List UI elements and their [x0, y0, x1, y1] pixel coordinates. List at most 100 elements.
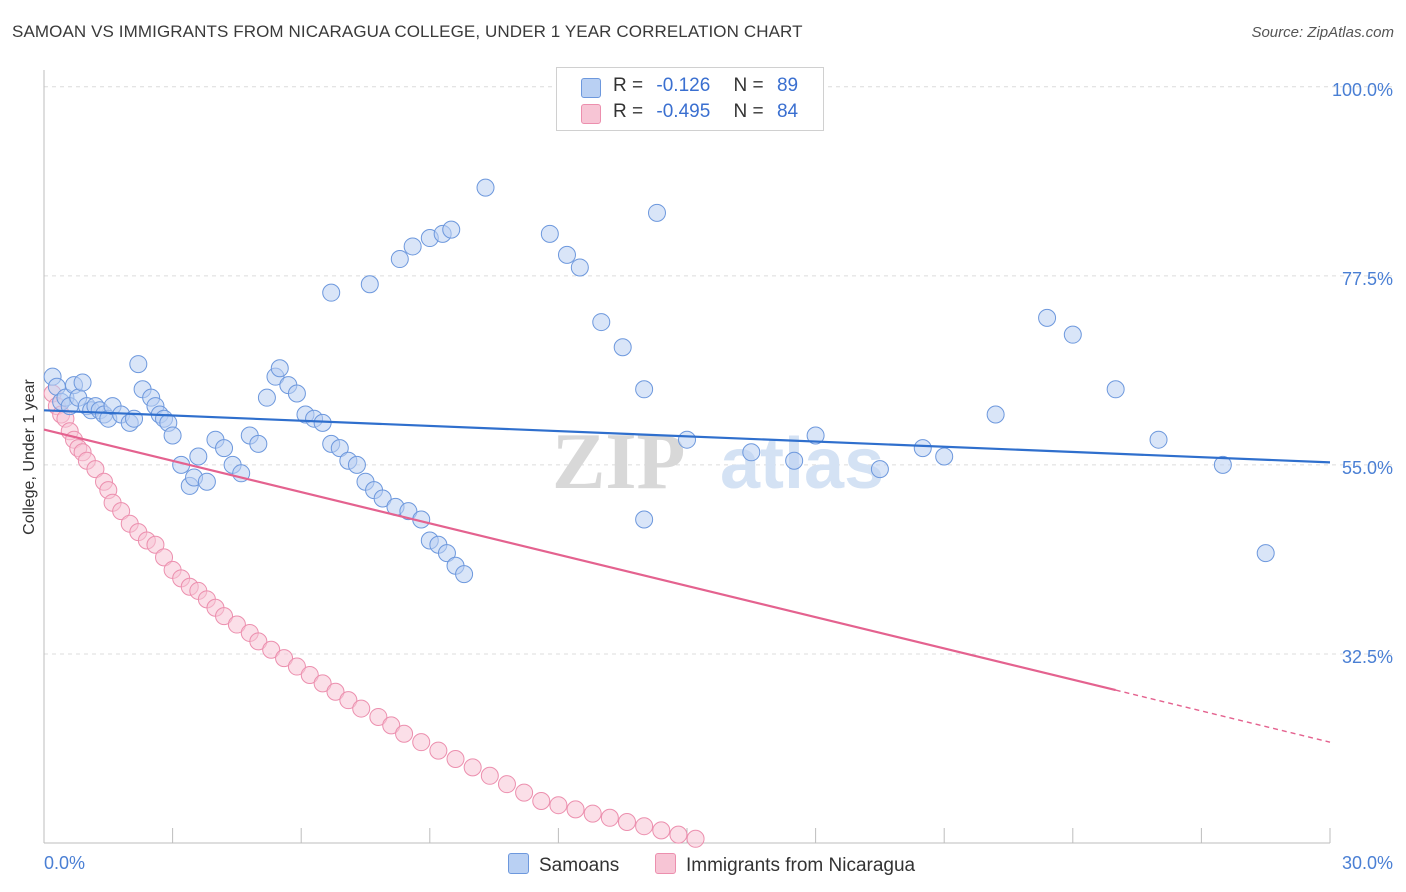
bottom-legend-samoans: Samoans: [508, 853, 619, 877]
bottom-legend-nicaragua: Immigrants from Nicaragua: [655, 853, 915, 877]
samoans-point: [1038, 308, 1057, 327]
samoans-point: [163, 426, 182, 445]
nicaragua-point: [515, 783, 534, 802]
nicaragua-point: [86, 460, 105, 479]
samoans-point: [870, 460, 889, 479]
y-tick-label: 77.5%: [1342, 269, 1393, 289]
nicaragua-point: [446, 749, 465, 768]
nicaragua-point: [566, 800, 585, 819]
nicaragua-point: [686, 829, 705, 848]
samoans-point: [742, 443, 761, 462]
nicaragua-point: [463, 758, 482, 777]
nicaragua-point: [382, 716, 401, 735]
samoans-point: [257, 388, 276, 407]
samoans-point: [913, 439, 932, 458]
samoans-point: [1256, 544, 1275, 563]
samoans-point: [678, 430, 696, 449]
nicaragua-legend-icon: [655, 853, 676, 874]
samoans-point: [476, 178, 495, 197]
samoans-point: [647, 203, 666, 222]
nicaragua-point: [339, 691, 358, 710]
samoans-point: [399, 502, 418, 521]
samoans-point: [373, 489, 392, 508]
samoans-point: [73, 373, 92, 392]
samoans-point: [442, 220, 461, 239]
samoans-point: [437, 544, 456, 563]
nicaragua-point: [249, 632, 268, 651]
samoans-point: [986, 405, 1005, 424]
nicaragua-point: [275, 649, 294, 668]
x-tick-label: 0.0%: [44, 853, 85, 873]
nicaragua-point: [412, 733, 431, 752]
samoans-legend-icon: [508, 853, 529, 874]
y-tick-label: 32.5%: [1342, 647, 1393, 667]
samoans-point: [390, 250, 409, 269]
nicaragua-point: [480, 766, 499, 785]
samoans-point: [935, 447, 954, 466]
nicaragua-point: [262, 640, 281, 659]
nicaragua-point: [215, 607, 234, 626]
samoans-swatch-icon: [581, 78, 601, 98]
nicaragua-point: [326, 682, 345, 701]
nicaragua-point: [635, 817, 654, 836]
nicaragua-point: [300, 665, 319, 684]
nicaragua-point: [497, 775, 516, 794]
y-tick-label: 55.0%: [1342, 458, 1393, 478]
r-label: R =: [613, 101, 644, 122]
samoans-point: [635, 510, 654, 529]
nicaragua-trend-line: [43, 428, 1116, 692]
nicaragua-point: [583, 804, 602, 823]
nicaragua-point: [313, 674, 332, 693]
nicaragua-point: [617, 812, 636, 831]
n-label: N =: [733, 101, 764, 122]
samoans-point: [129, 355, 148, 374]
samoans-point: [635, 380, 654, 399]
r-label: R =: [613, 75, 644, 96]
samoans-r-value: -0.126: [656, 75, 711, 96]
samoans-point: [540, 224, 559, 243]
n-label: N =: [733, 75, 764, 96]
nicaragua-point: [227, 615, 246, 634]
samoans-point: [249, 434, 268, 453]
samoans-point: [347, 455, 366, 474]
y-tick-label: 100.0%: [1332, 80, 1393, 100]
y-axis-label: College, Under 1 year: [21, 379, 38, 535]
samoans-n-value: 89: [776, 75, 799, 96]
nicaragua-n-value: 84: [776, 101, 799, 122]
samoans-point: [189, 447, 208, 466]
samoans-point: [613, 338, 632, 357]
nicaragua-point: [287, 657, 306, 676]
nicaragua-swatch-icon: [581, 104, 601, 124]
nicaragua-point: [549, 796, 568, 815]
nicaragua-trend-extension: [1115, 689, 1331, 743]
samoans-point: [287, 384, 306, 403]
correlation-legend: R = -0.126 N = 89 R = -0.495 N = 84: [556, 67, 824, 131]
chart-title: SAMOAN VS IMMIGRANTS FROM NICARAGUA COLL…: [12, 22, 803, 41]
nicaragua-legend-label: Immigrants from Nicaragua: [686, 855, 916, 876]
samoans-point: [1149, 430, 1168, 449]
samoans-point: [785, 451, 804, 470]
samoans-point: [360, 275, 379, 294]
nicaragua-point: [429, 741, 448, 760]
nicaragua-point: [532, 791, 551, 810]
nicaragua-point: [146, 535, 165, 554]
nicaragua-point: [395, 724, 414, 743]
nicaragua-point: [652, 821, 671, 840]
samoans-legend-label: Samoans: [539, 855, 620, 876]
source-credit: Source: ZipAtlas.com: [1251, 24, 1394, 41]
samoans-point: [270, 359, 289, 378]
samoans-point: [215, 439, 234, 458]
samoans-point: [1213, 455, 1232, 474]
nicaragua-r-value: -0.495: [656, 101, 711, 122]
x-tick-label: 30.0%: [1342, 853, 1393, 873]
samoans-point: [322, 283, 341, 302]
samoans-point: [806, 426, 825, 445]
nicaragua-point: [352, 699, 371, 718]
nicaragua-point: [600, 808, 619, 827]
nicaragua-point: [369, 707, 388, 726]
samoans-point: [570, 258, 589, 277]
samoans-point: [330, 439, 349, 458]
nicaragua-point: [155, 548, 174, 567]
samoans-point: [197, 472, 216, 491]
